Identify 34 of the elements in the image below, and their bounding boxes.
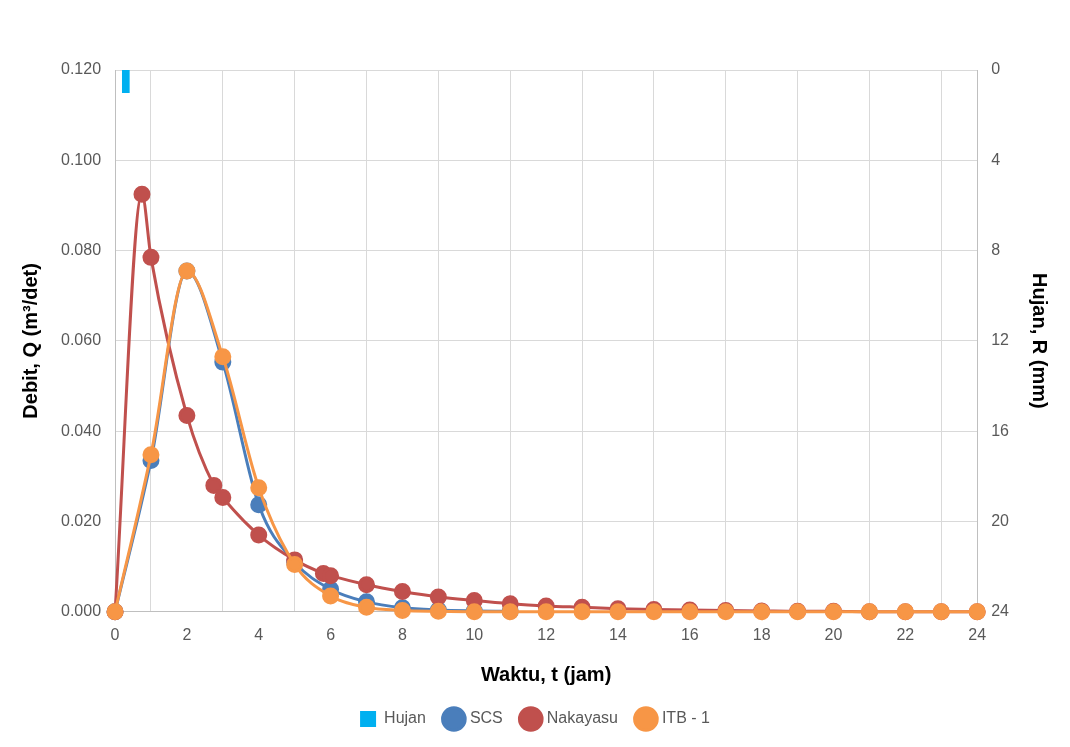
y-tick-label: 0.060 xyxy=(60,331,102,349)
legend-label: ITB - 1 xyxy=(661,709,711,727)
x-tick-label: 6 xyxy=(326,625,336,643)
x-tick-label: 22 xyxy=(896,625,915,643)
x-tick-label: 20 xyxy=(824,625,843,643)
y-axis-title: Debit, Q (m³/det) xyxy=(18,263,41,419)
x-tick-label: 2 xyxy=(182,625,192,643)
y2-tick-label: 8 xyxy=(991,241,1001,259)
legend-label: Hujan xyxy=(384,709,426,727)
x-axis-title: Waktu, t (jam) xyxy=(480,662,612,685)
x-tick-label: 16 xyxy=(680,625,699,643)
y-tick-label: 0.000 xyxy=(60,602,102,620)
y2-tick-label: 0 xyxy=(991,60,1001,78)
legend-label: Nakayasu xyxy=(546,709,618,727)
x-tick-label: 0 xyxy=(110,625,120,643)
y2-tick-label: 20 xyxy=(991,511,1010,529)
y2-tick-label: 24 xyxy=(991,602,1010,620)
x-tick-label: 24 xyxy=(968,625,987,643)
y-tick-label: 0.020 xyxy=(60,511,102,529)
y-tick-label: 0.120 xyxy=(60,60,102,78)
y2-tick-label: 16 xyxy=(991,421,1010,439)
x-tick-label: 14 xyxy=(609,625,627,643)
x-tick-label: 10 xyxy=(465,625,484,643)
x-tick-label: 8 xyxy=(397,625,407,643)
x-tick-label: 12 xyxy=(537,625,556,643)
x-tick-label: 18 xyxy=(752,625,771,643)
y-tick-label: 0.080 xyxy=(60,241,102,259)
y-tick-label: 0.100 xyxy=(60,150,102,168)
legend-label: SCS xyxy=(469,709,503,727)
y-tick-label: 0.040 xyxy=(60,421,102,439)
y2-tick-label: 4 xyxy=(991,150,1001,168)
y2-axis-title: Hujan, R (mm) xyxy=(1029,273,1052,409)
y2-tick-label: 12 xyxy=(991,331,1010,349)
x-tick-label: 4 xyxy=(254,625,264,643)
